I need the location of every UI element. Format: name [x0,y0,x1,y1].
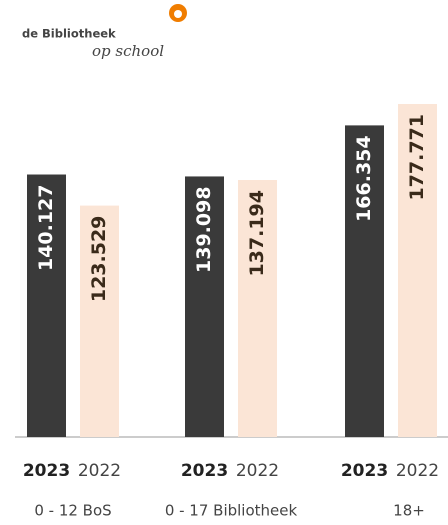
bar [345,125,384,437]
bar [238,180,277,437]
legend-label: 2022 [236,461,279,481]
legend-label: 2023 [341,461,388,481]
logo-icon-inner [174,10,182,18]
bar [398,104,437,437]
value-label: 166.354 [353,135,375,222]
legend-label: 2023 [181,461,228,481]
x-tick-label: 0 - 12 BoS [34,502,111,520]
legend-label: 2022 [396,461,439,481]
value-label: 140.127 [35,185,57,272]
legend-label: 2022 [78,461,121,481]
value-label: 139.098 [193,186,215,273]
logo: de Bibliotheek op school [22,4,187,60]
logo-name: de Bibliotheek [22,27,116,41]
bar [185,176,224,437]
value-label: 177.771 [406,114,428,201]
x-tick-label: 0 - 17 Bibliotheek [165,502,298,520]
bar [27,174,66,438]
legend-label: 2023 [23,461,70,481]
value-label: 123.529 [88,216,110,303]
logo-tagline: op school [92,42,164,60]
bar [80,205,119,437]
value-label: 137.194 [246,190,268,277]
x-tick-label: 18+ [393,502,425,520]
